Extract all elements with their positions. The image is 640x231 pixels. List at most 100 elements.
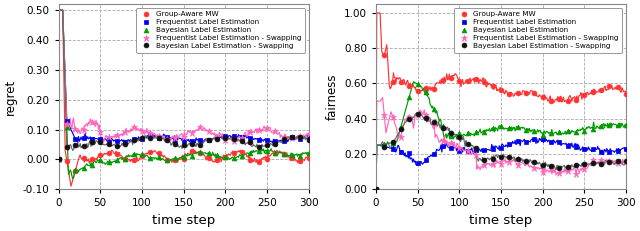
Group-Aware MW [288,157,296,159]
Frequentist Label Estimation [230,134,237,137]
Frequentist Label Estimation [439,145,447,148]
Frequentist Label Estimation [447,146,455,149]
Frequentist Label Estimation [614,150,621,153]
Bayesian Label Estimation - Swapping [147,137,154,139]
Bayesian Label Estimation - Swapping [130,139,138,141]
Bayesian Label Estimation - Swapping [238,139,246,142]
Bayesian Label Estimation [380,143,388,146]
Bayesian Label Estimation [372,188,380,191]
Frequentist Label Estimation - Swapping [113,133,121,136]
Frequentist Label Estimation - Swapping [397,136,404,138]
Bayesian Label Estimation [205,151,212,154]
Bayesian Label Estimation [172,156,179,159]
Group-Aware MW [180,158,188,161]
Group-Aware MW [547,99,555,102]
Frequentist Label Estimation [589,148,596,151]
Legend: Group-Aware MW, Frequentist Label Estimation, Bayesian Label Estimation, Frequen: Group-Aware MW, Frequentist Label Estima… [136,8,305,52]
Bayesian Label Estimation - Swapping [230,138,237,141]
Group-Aware MW [580,94,588,96]
Group-Aware MW [489,85,497,88]
Group-Aware MW [130,159,138,161]
Line: Bayesian Label Estimation: Bayesian Label Estimation [56,125,311,173]
Bayesian Label Estimation - Swapping [63,146,70,149]
Frequentist Label Estimation - Swapping [196,126,204,129]
Bayesian Label Estimation - Swapping [497,156,505,159]
Frequentist Label Estimation [288,136,296,139]
Bayesian Label Estimation - Swapping [188,143,196,145]
Bayesian Label Estimation [405,95,413,98]
X-axis label: time step: time step [152,214,215,227]
Group-Aware MW [605,85,613,88]
Line: Group-Aware MW: Group-Aware MW [56,149,311,174]
Frequentist Label Estimation [388,147,396,150]
Bayesian Label Estimation - Swapping [163,139,171,141]
Bayesian Label Estimation [472,131,480,134]
Bayesian Label Estimation [122,158,129,161]
Bayesian Label Estimation - Swapping [246,140,254,143]
Group-Aware MW [296,159,304,162]
Bayesian Label Estimation [514,126,522,129]
Bayesian Label Estimation [246,152,254,155]
Group-Aware MW [597,88,605,91]
Group-Aware MW [522,91,530,94]
Group-Aware MW [147,151,154,153]
Frequentist Label Estimation [547,141,555,144]
Frequentist Label Estimation - Swapping [130,125,138,128]
Bayesian Label Estimation - Swapping [180,144,188,147]
Bayesian Label Estimation [614,124,621,127]
Bayesian Label Estimation [155,156,163,158]
Frequentist Label Estimation [397,151,404,154]
Frequentist Label Estimation [506,143,513,146]
Frequentist Label Estimation [414,161,422,164]
Bayesian Label Estimation - Swapping [138,137,146,140]
Group-Aware MW [439,79,447,81]
Frequentist Label Estimation - Swapping [388,115,396,118]
Frequentist Label Estimation - Swapping [605,160,613,163]
Bayesian Label Estimation [147,156,154,159]
Frequentist Label Estimation [456,149,463,152]
Bayesian Label Estimation - Swapping [489,158,497,160]
Frequentist Label Estimation [238,135,246,138]
Bayesian Label Estimation [213,154,221,157]
Bayesian Label Estimation [163,158,171,161]
Legend: Group-Aware MW, Frequentist Label Estimation, Bayesian Label Estimation, Frequen: Group-Aware MW, Frequentist Label Estima… [454,8,623,52]
Bayesian Label Estimation [296,154,304,157]
Bayesian Label Estimation - Swapping [213,138,221,140]
Group-Aware MW [205,157,212,159]
Group-Aware MW [155,152,163,154]
Bayesian Label Estimation - Swapping [88,141,96,144]
Bayesian Label Estimation [97,158,104,161]
Group-Aware MW [564,99,572,102]
Bayesian Label Estimation [464,131,472,134]
Frequentist Label Estimation - Swapping [305,132,312,135]
Group-Aware MW [196,151,204,154]
Frequentist Label Estimation - Swapping [522,161,530,163]
Bayesian Label Estimation - Swapping [280,138,287,140]
Bayesian Label Estimation - Swapping [572,164,580,166]
Frequentist Label Estimation [431,152,438,155]
Bayesian Label Estimation [622,124,630,127]
Bayesian Label Estimation [388,141,396,144]
Bayesian Label Estimation [138,153,146,155]
Group-Aware MW [263,157,271,160]
Frequentist Label Estimation - Swapping [263,127,271,130]
Frequentist Label Estimation - Swapping [564,169,572,172]
Frequentist Label Estimation - Swapping [431,123,438,126]
Frequentist Label Estimation [213,136,221,139]
Bayesian Label Estimation [489,127,497,129]
Frequentist Label Estimation - Swapping [614,162,621,165]
Group-Aware MW [122,158,129,161]
Frequentist Label Estimation [380,145,388,148]
Line: Bayesian Label Estimation - Swapping: Bayesian Label Estimation - Swapping [374,112,628,192]
Bayesian Label Estimation - Swapping [464,143,472,146]
Bayesian Label Estimation - Swapping [405,118,413,120]
Frequentist Label Estimation - Swapping [296,135,304,137]
Bayesian Label Estimation - Swapping [305,139,312,141]
Frequentist Label Estimation - Swapping [472,154,480,156]
Frequentist Label Estimation [138,138,146,141]
Bayesian Label Estimation [572,130,580,133]
Bayesian Label Estimation - Swapping [589,161,596,164]
Line: Frequentist Label Estimation - Swapping: Frequentist Label Estimation - Swapping [55,119,312,163]
Bayesian Label Estimation - Swapping [296,135,304,138]
Bayesian Label Estimation [564,129,572,132]
